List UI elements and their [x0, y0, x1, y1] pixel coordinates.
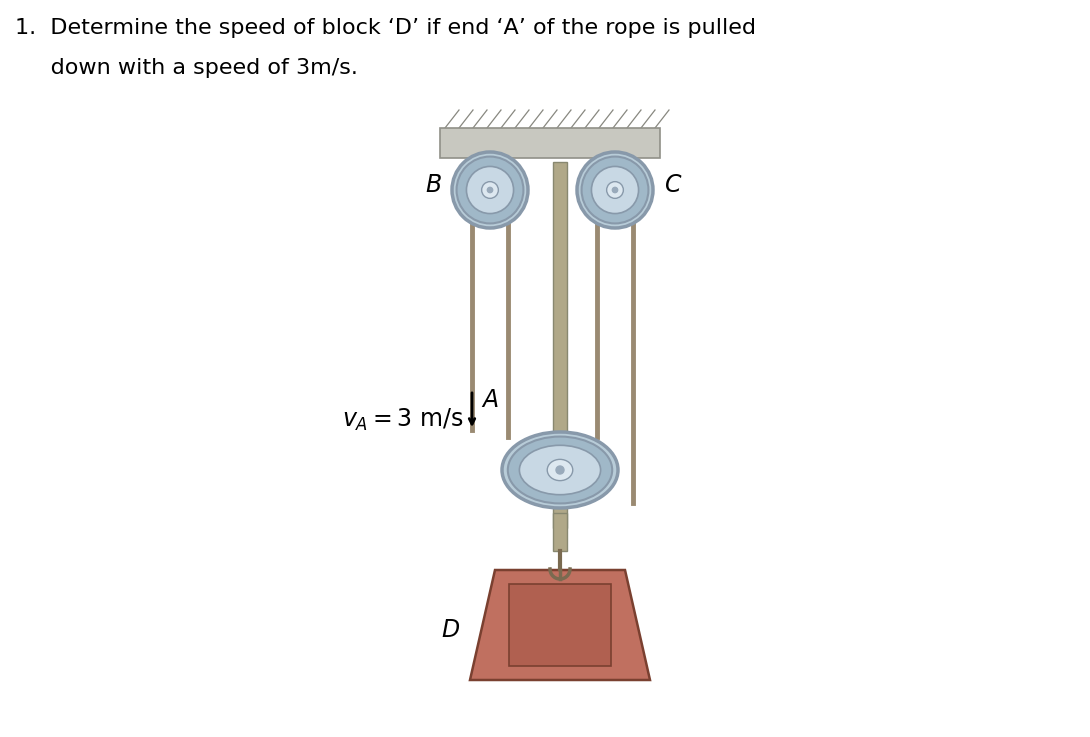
Bar — [440, 128, 661, 158]
Circle shape — [556, 466, 564, 474]
Text: A: A — [482, 388, 498, 412]
Bar — [553, 162, 567, 528]
Circle shape — [592, 167, 639, 214]
Circle shape — [487, 187, 493, 192]
Ellipse shape — [502, 432, 618, 508]
Bar — [608, 157, 622, 158]
Text: D: D — [441, 618, 460, 642]
Ellipse shape — [508, 436, 613, 503]
Circle shape — [482, 153, 498, 169]
Bar — [509, 584, 611, 666]
Circle shape — [482, 181, 498, 198]
Ellipse shape — [547, 459, 572, 481]
Circle shape — [467, 167, 513, 214]
Circle shape — [582, 156, 649, 223]
Circle shape — [452, 152, 528, 228]
Bar — [553, 513, 567, 551]
Circle shape — [613, 187, 618, 192]
Polygon shape — [470, 570, 650, 680]
Text: $v_A = 3$ m/s: $v_A = 3$ m/s — [342, 407, 463, 433]
Circle shape — [607, 153, 623, 169]
Text: C: C — [665, 173, 681, 197]
Circle shape — [577, 152, 653, 228]
Bar — [483, 157, 497, 158]
Text: down with a speed of 3m/s.: down with a speed of 3m/s. — [15, 58, 358, 78]
Ellipse shape — [520, 445, 601, 495]
Circle shape — [457, 156, 523, 223]
Circle shape — [607, 181, 623, 198]
Text: 1.  Determine the speed of block ‘D’ if end ‘A’ of the rope is pulled: 1. Determine the speed of block ‘D’ if e… — [15, 18, 756, 38]
Text: B: B — [426, 173, 443, 197]
